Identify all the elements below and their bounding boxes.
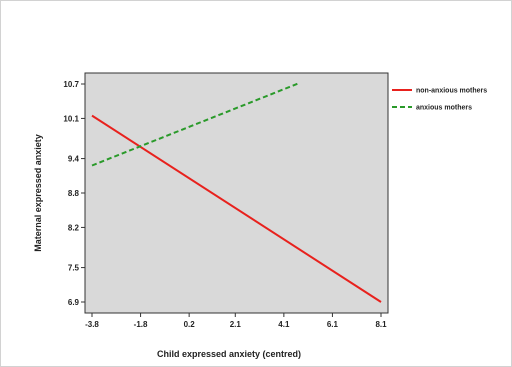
x-tick-label: 2.1 [230, 320, 242, 329]
y-tick-label: 8.2 [68, 223, 80, 232]
legend-label: non-anxious mothers [416, 88, 487, 95]
x-tick-label: 0.2 [184, 320, 196, 329]
y-tick-label: 7.5 [68, 264, 80, 273]
y-axis: 6.9 7.5 8.2 8.8 9.4 10.1 10.7 [63, 80, 85, 307]
legend: non-anxious mothers anxious mothers [392, 88, 487, 112]
x-axis-title: Child expressed anxiety (centred) [157, 349, 301, 359]
x-tick-label: -1.8 [134, 320, 148, 329]
x-tick-label: -3.8 [85, 320, 99, 329]
x-tick-label: 8.1 [375, 320, 387, 329]
y-tick-label: 8.8 [68, 189, 80, 198]
y-tick-label: 9.4 [68, 155, 80, 164]
series-lines [91, 82, 382, 303]
x-tick-label: 6.1 [327, 320, 339, 329]
legend-label: anxious mothers [416, 105, 472, 112]
y-tick-label: 10.7 [63, 80, 79, 89]
y-tick-label: 10.1 [63, 114, 79, 123]
x-axis: -3.8 -1.8 0.2 2.1 4.1 6.1 8.1 [85, 313, 387, 329]
y-axis-title: Maternal expressed anxiety [33, 134, 43, 252]
y-tick-label: 6.9 [68, 298, 80, 307]
x-tick-label: 4.1 [278, 320, 290, 329]
series-line-anxious-mothers [91, 82, 299, 167]
